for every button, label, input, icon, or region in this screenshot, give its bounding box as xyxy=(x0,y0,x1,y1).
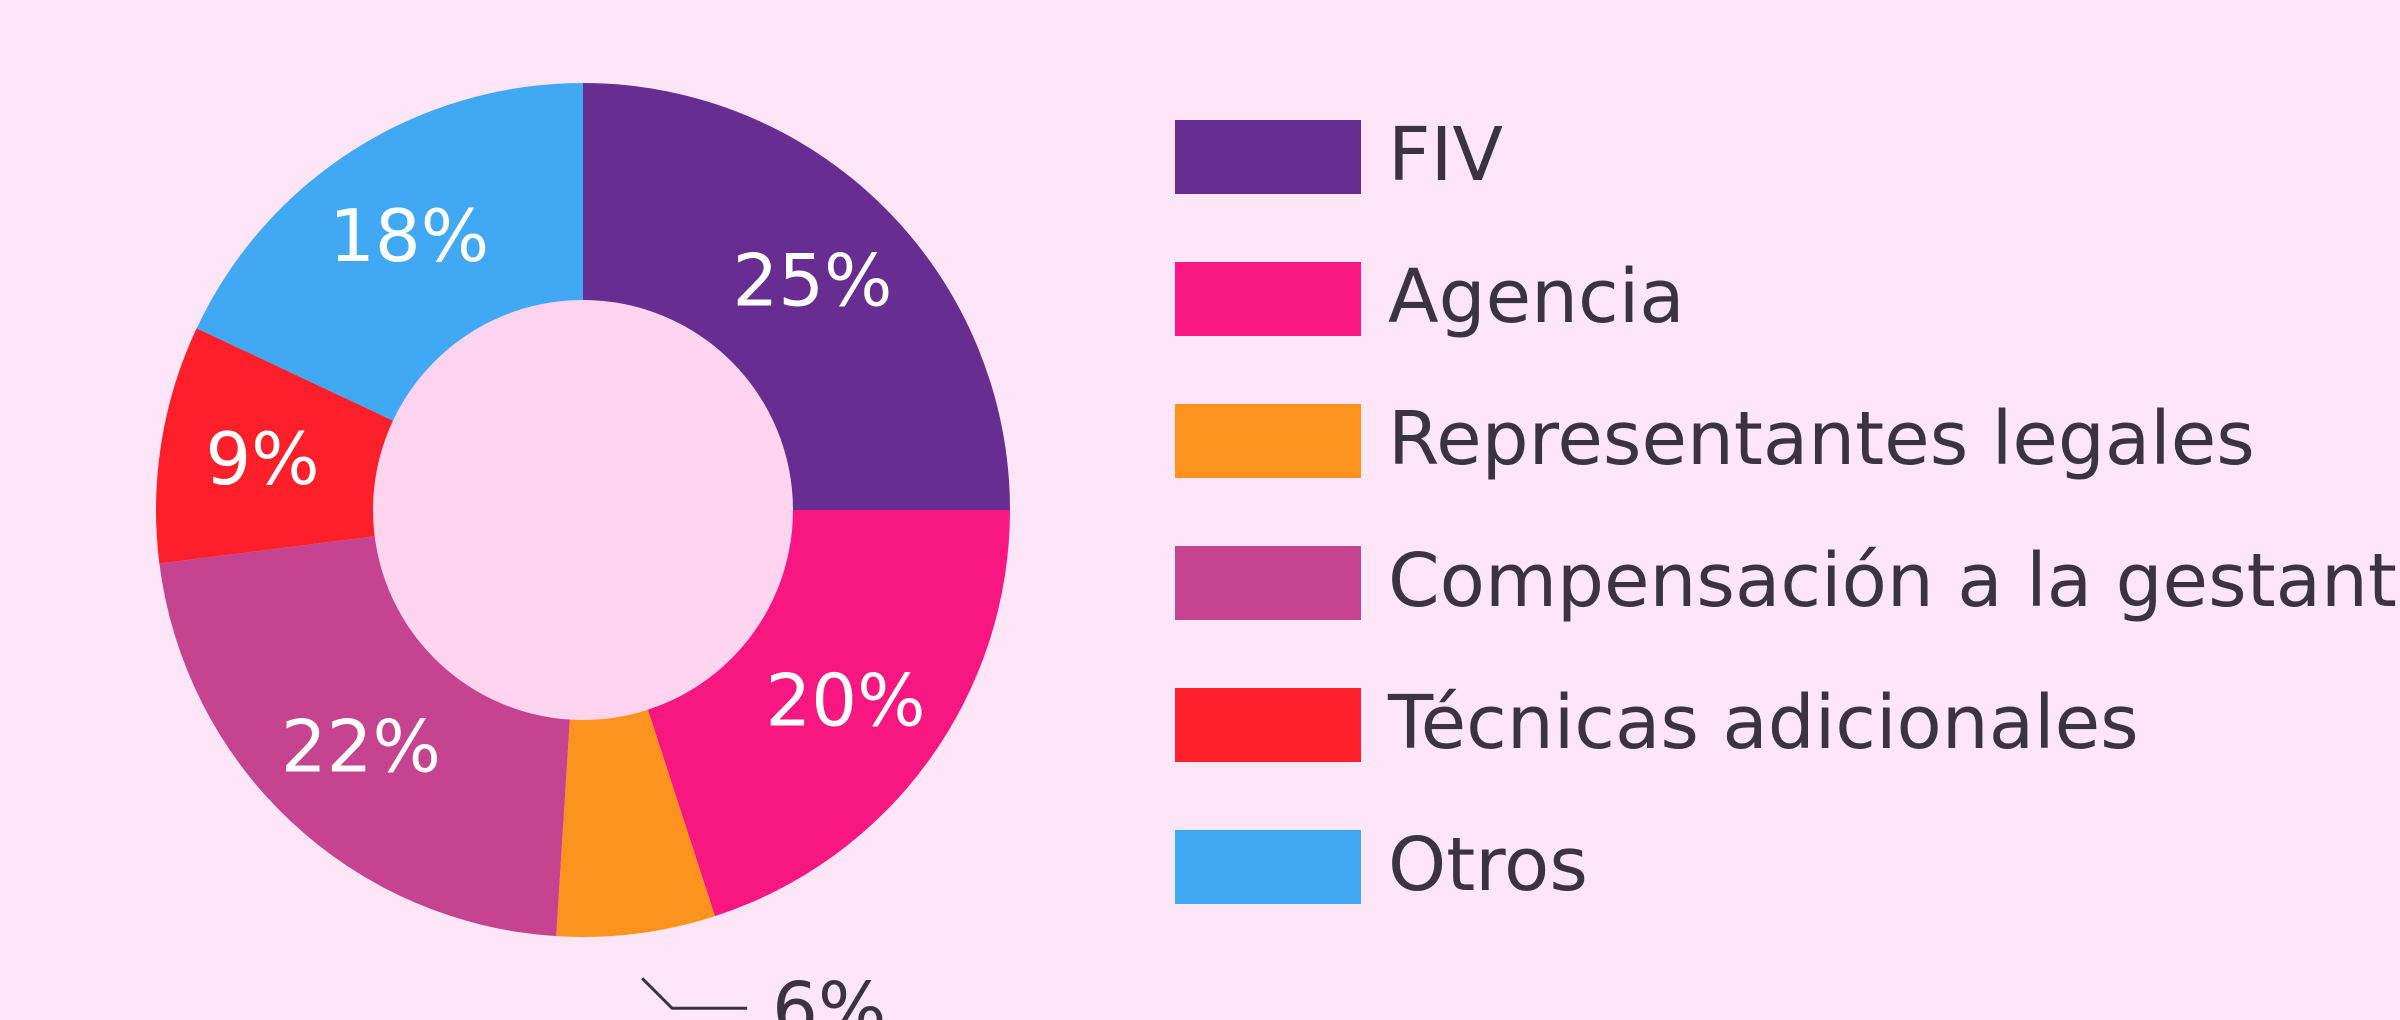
legend-label-tecnicas-adicionales: Técnicas adicionales xyxy=(1387,680,2139,766)
legend-swatch-representantes-legales xyxy=(1175,404,1361,478)
legend-swatch-agencia xyxy=(1175,262,1361,336)
legend-label-representantes-legales: Representantes legales xyxy=(1388,396,2255,482)
legend-swatch-otros xyxy=(1175,830,1361,904)
legend-item-agencia: Agencia xyxy=(1175,254,1685,340)
legend-item-representantes-legales: Representantes legales xyxy=(1175,396,2255,482)
slice-label-fiv: 25% xyxy=(732,239,892,323)
slice-label-agencia: 20% xyxy=(766,659,926,743)
slice-label-representantes-legales: 6% xyxy=(772,966,886,1020)
legend-item-compensacion-a-la-gestante: Compensación a la gestante xyxy=(1175,538,2400,624)
slice-labels: 25% 20% 6% 22% 9% 18% xyxy=(205,194,925,1020)
legend-label-compensacion-a-la-gestante: Compensación a la gestante xyxy=(1388,538,2400,624)
legend-label-fiv: FIV xyxy=(1388,112,1503,198)
slice-label-tecnicas-adicionales: 9% xyxy=(205,417,319,501)
legend-label-otros: Otros xyxy=(1388,822,1588,908)
legend: FIV Agencia Representantes legales Compensa… xyxy=(1175,112,2400,908)
leader-line-representantes-legales xyxy=(641,977,748,1010)
legend-item-fiv: FIV xyxy=(1175,112,1503,198)
legend-item-tecnicas-adicionales: Técnicas adicionales xyxy=(1175,680,2139,766)
leader-lines xyxy=(641,977,748,1010)
legend-swatch-tecnicas-adicionales xyxy=(1175,688,1361,762)
legend-swatch-fiv xyxy=(1175,120,1361,194)
donut-hole xyxy=(373,300,793,720)
slice-label-otros: 18% xyxy=(329,194,489,278)
legend-swatch-compensacion-a-la-gestante xyxy=(1175,546,1361,620)
slice-label-compensacion-a-la-gestante: 22% xyxy=(281,705,441,789)
legend-label-agencia: Agencia xyxy=(1388,254,1685,340)
legend-item-otros: Otros xyxy=(1175,822,1588,908)
